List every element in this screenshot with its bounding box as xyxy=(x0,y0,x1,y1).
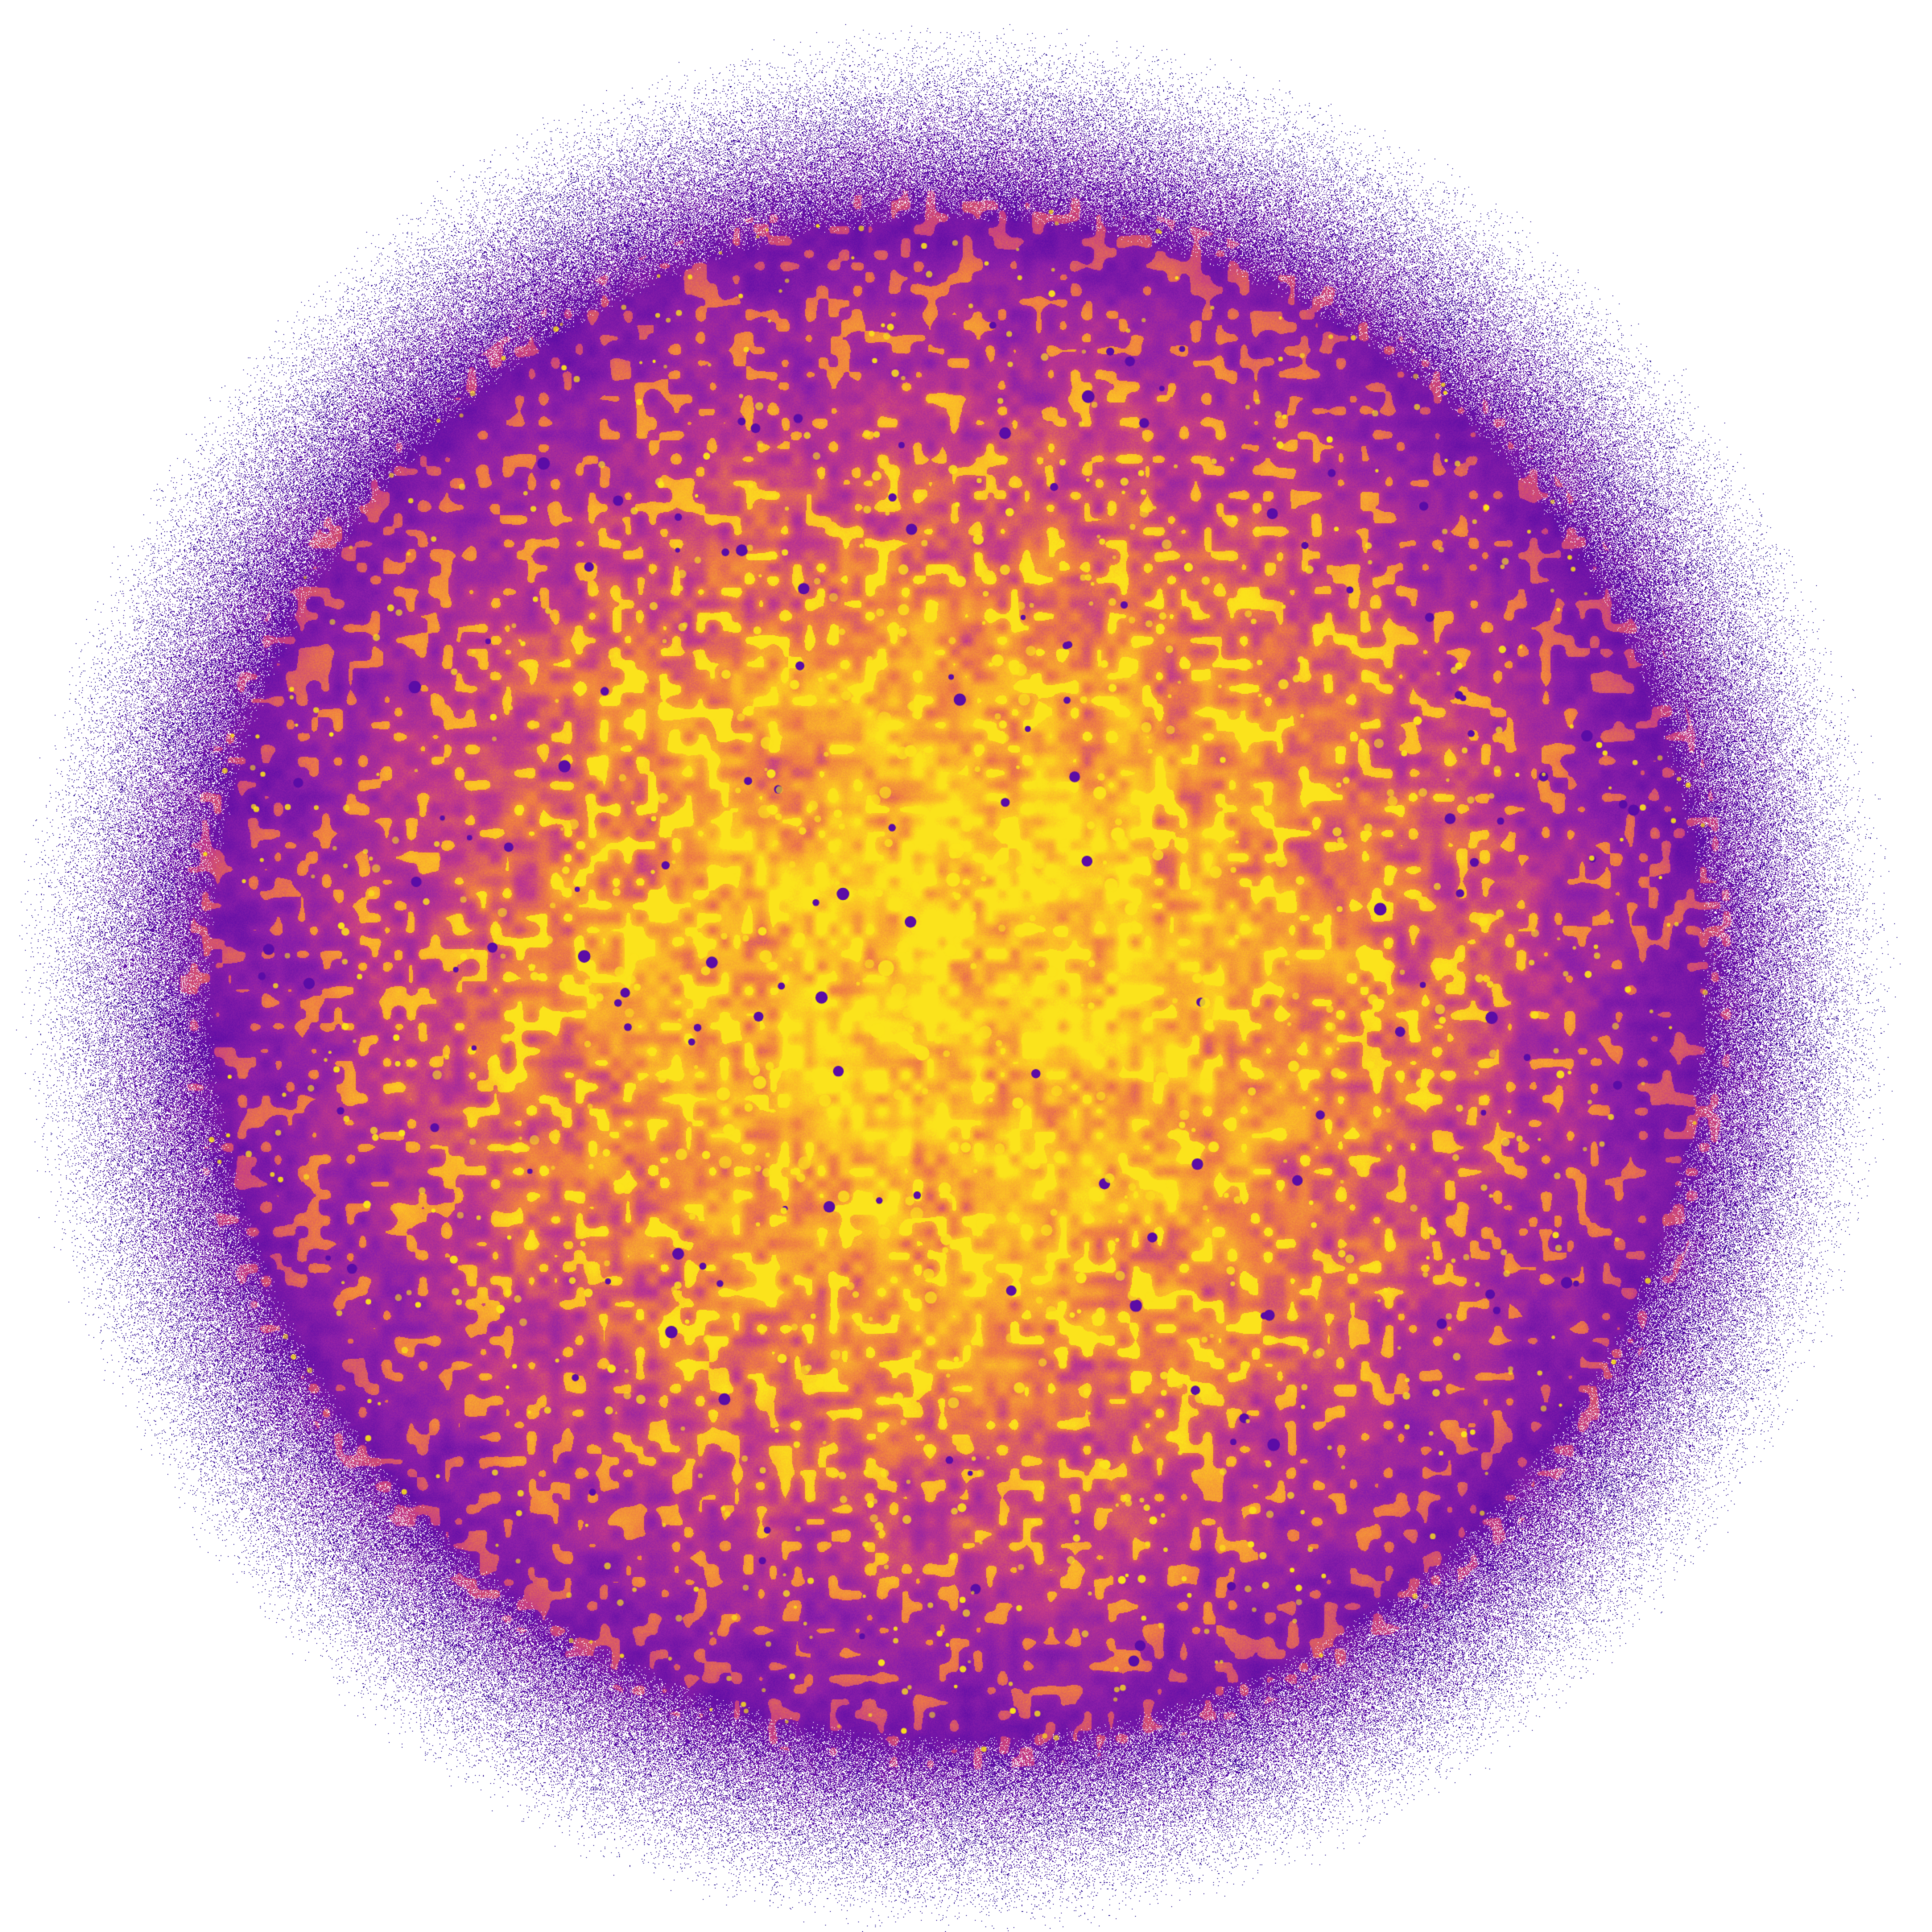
speckled-disc-image xyxy=(0,0,1932,1932)
image-stage xyxy=(0,0,1932,1932)
